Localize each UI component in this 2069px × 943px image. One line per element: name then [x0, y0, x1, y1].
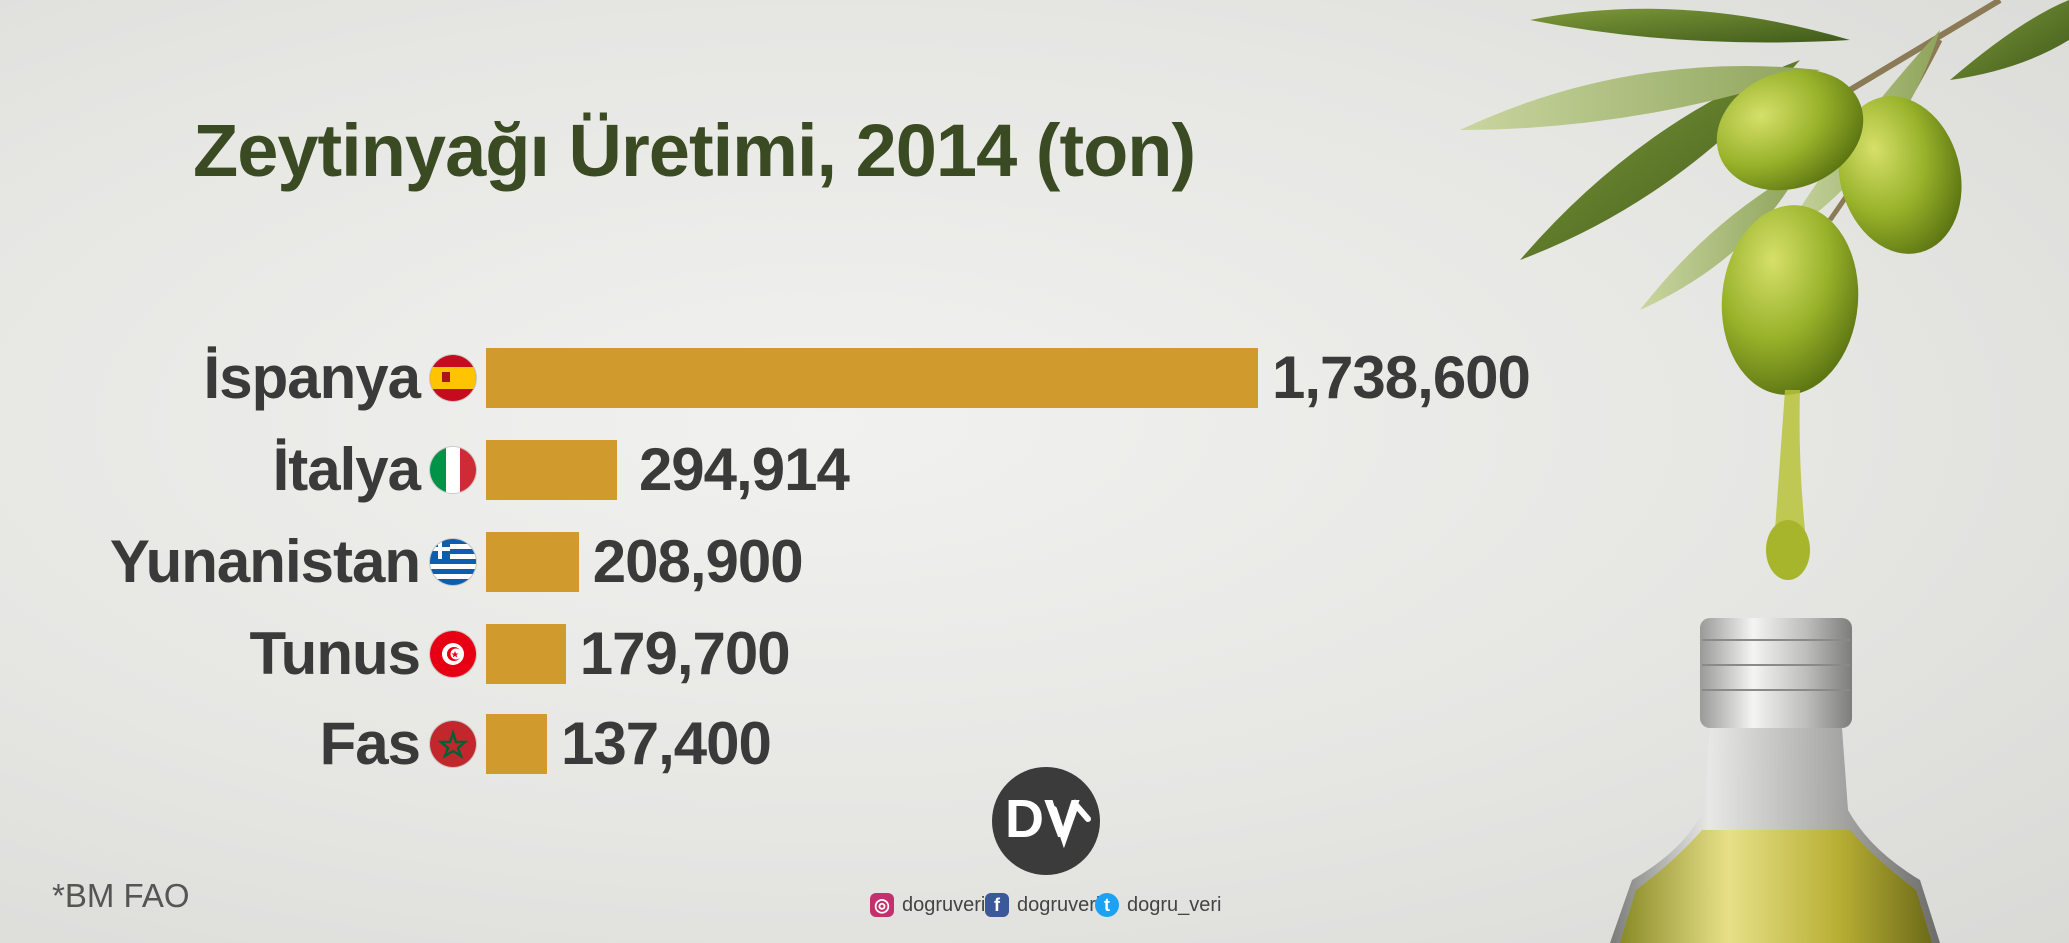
- italy-flag-icon: [430, 447, 476, 493]
- dv-logo: DV: [992, 767, 1100, 875]
- bar-row-morocco: Fas 137,400: [0, 714, 2069, 774]
- country-label-italy: İtalya: [272, 436, 421, 503]
- facebook-handle[interactable]: f dogruverii: [985, 890, 1105, 920]
- bar-row-greece: Yunanistan 208,900: [0, 532, 2069, 592]
- instagram-handle[interactable]: ◎ dogruveri: [870, 890, 985, 920]
- bar-spain: [486, 348, 1258, 408]
- bar-row-italy: İtalya 294,914: [0, 440, 2069, 500]
- value-label-morocco: 137,400: [561, 710, 772, 777]
- bar-italy: [486, 440, 617, 500]
- olive-oil-bottle-illustration: [1610, 618, 1940, 943]
- facebook-icon: f: [985, 893, 1009, 917]
- bar-row-tunisia: Tunus 179,700: [0, 624, 2069, 684]
- chart-title: Zeytinyağı Üretimi, 2014 (ton): [193, 109, 1196, 192]
- bar-morocco: [486, 714, 547, 774]
- value-label-italy: 294,914: [638, 436, 850, 503]
- logo-mark-icon: DV: [1005, 789, 1091, 849]
- morocco-flag-icon: [430, 721, 476, 767]
- value-label-spain: 1,738,600: [1272, 344, 1531, 411]
- bar-row-spain: İspanya 1,738,600: [0, 348, 2069, 408]
- country-label-greece: Yunanistan: [109, 528, 421, 595]
- twitter-label: dogru_veri: [1127, 893, 1222, 916]
- country-label-spain: İspanya: [203, 344, 421, 411]
- value-label-greece: 208,900: [592, 528, 804, 595]
- value-label-tunisia: 179,700: [579, 620, 791, 687]
- twitter-icon: t: [1095, 893, 1119, 917]
- logo-text: DV: [1005, 789, 1080, 849]
- country-label-tunisia: Tunus: [249, 620, 421, 687]
- source-note: *BM FAO: [52, 877, 190, 914]
- twitter-handle[interactable]: t dogru_veri: [1095, 890, 1222, 920]
- instagram-icon: ◎: [870, 893, 894, 917]
- bar-greece: [486, 532, 579, 592]
- instagram-label: dogruveri: [902, 893, 986, 916]
- spain-flag-icon: [430, 355, 476, 401]
- tunisia-flag-icon: [430, 631, 476, 677]
- olive-branch-illustration: [1460, 0, 2069, 580]
- country-label-morocco: Fas: [319, 710, 421, 777]
- facebook-label: dogruverii: [1017, 893, 1105, 916]
- bar-tunisia: [486, 624, 566, 684]
- greece-flag-icon: [430, 539, 476, 585]
